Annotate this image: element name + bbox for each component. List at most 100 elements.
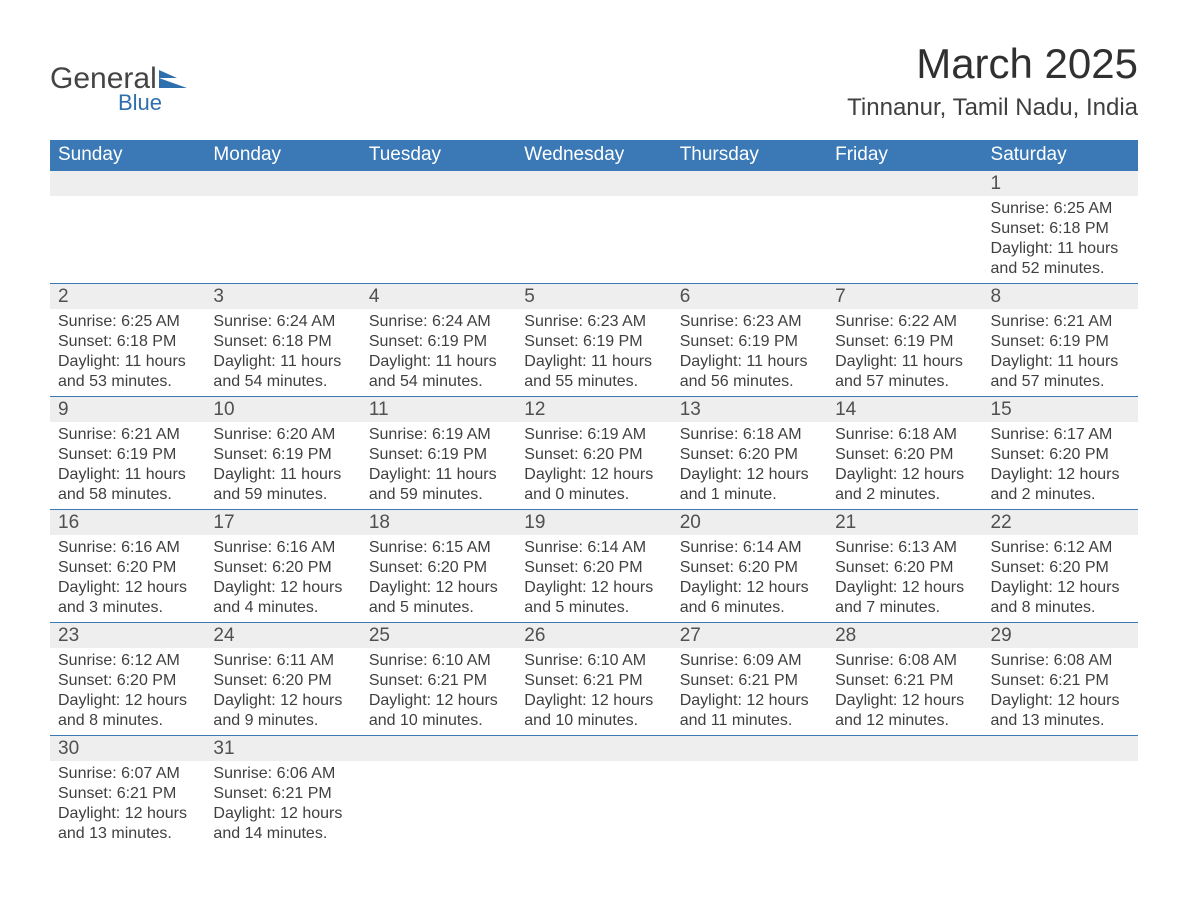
- sunrise-text: Sunrise: 6:15 AM: [369, 538, 508, 558]
- day-detail-cell: Sunrise: 6:06 AMSunset: 6:21 PMDaylight:…: [205, 761, 360, 848]
- day-detail-cell: Sunrise: 6:08 AMSunset: 6:21 PMDaylight:…: [827, 648, 982, 736]
- sunset-text: Sunset: 6:19 PM: [680, 332, 819, 352]
- day-number-cell: 28: [827, 623, 982, 649]
- day-number-cell: 29: [983, 623, 1138, 649]
- daylight-text: Daylight: 11 hours and 57 minutes.: [835, 352, 974, 392]
- daylight-text: Daylight: 12 hours and 3 minutes.: [58, 578, 197, 618]
- day-number-cell: [361, 736, 516, 762]
- sunset-text: Sunset: 6:21 PM: [213, 784, 352, 804]
- day-detail-cell: Sunrise: 6:10 AMSunset: 6:21 PMDaylight:…: [361, 648, 516, 736]
- week-daynum-row: 16171819202122: [50, 510, 1138, 536]
- day-detail-cell: Sunrise: 6:16 AMSunset: 6:20 PMDaylight:…: [205, 535, 360, 623]
- sunset-text: Sunset: 6:21 PM: [835, 671, 974, 691]
- day-number-cell: 2: [50, 284, 205, 310]
- sunset-text: Sunset: 6:18 PM: [991, 219, 1130, 239]
- day-detail-cell: Sunrise: 6:08 AMSunset: 6:21 PMDaylight:…: [983, 648, 1138, 736]
- sunset-text: Sunset: 6:20 PM: [835, 558, 974, 578]
- logo-text-blue: Blue: [118, 90, 162, 116]
- day-number-cell: 9: [50, 397, 205, 423]
- sunrise-text: Sunrise: 6:23 AM: [524, 312, 663, 332]
- day-detail-cell: Sunrise: 6:23 AMSunset: 6:19 PMDaylight:…: [516, 309, 671, 397]
- daylight-text: Daylight: 11 hours and 56 minutes.: [680, 352, 819, 392]
- daylight-text: Daylight: 12 hours and 2 minutes.: [835, 465, 974, 505]
- day-detail-cell: Sunrise: 6:09 AMSunset: 6:21 PMDaylight:…: [672, 648, 827, 736]
- day-number-cell: [672, 171, 827, 197]
- daylight-text: Daylight: 12 hours and 8 minutes.: [58, 691, 197, 731]
- day-header: Thursday: [672, 140, 827, 171]
- day-number-cell: 31: [205, 736, 360, 762]
- day-number-cell: 19: [516, 510, 671, 536]
- day-number-cell: [672, 736, 827, 762]
- day-number-cell: [827, 736, 982, 762]
- daylight-text: Daylight: 11 hours and 53 minutes.: [58, 352, 197, 392]
- sunset-text: Sunset: 6:19 PM: [524, 332, 663, 352]
- sunset-text: Sunset: 6:20 PM: [991, 445, 1130, 465]
- day-number-cell: 3: [205, 284, 360, 310]
- day-detail-cell: Sunrise: 6:14 AMSunset: 6:20 PMDaylight:…: [672, 535, 827, 623]
- daylight-text: Daylight: 12 hours and 9 minutes.: [213, 691, 352, 731]
- sunrise-text: Sunrise: 6:11 AM: [213, 651, 352, 671]
- day-header: Friday: [827, 140, 982, 171]
- sunset-text: Sunset: 6:19 PM: [369, 445, 508, 465]
- daylight-text: Daylight: 12 hours and 8 minutes.: [991, 578, 1130, 618]
- daylight-text: Daylight: 11 hours and 54 minutes.: [213, 352, 352, 392]
- daylight-text: Daylight: 12 hours and 2 minutes.: [991, 465, 1130, 505]
- day-number-cell: 26: [516, 623, 671, 649]
- day-number-cell: 8: [983, 284, 1138, 310]
- day-number-cell: 13: [672, 397, 827, 423]
- sunset-text: Sunset: 6:20 PM: [991, 558, 1130, 578]
- day-detail-cell: [516, 196, 671, 284]
- day-number-cell: [205, 171, 360, 197]
- day-number-cell: 12: [516, 397, 671, 423]
- page-header: General Blue March 2025 Tinnanur, Tamil …: [50, 40, 1138, 122]
- sunset-text: Sunset: 6:20 PM: [213, 558, 352, 578]
- day-number-cell: [516, 171, 671, 197]
- day-number-cell: [516, 736, 671, 762]
- sunrise-text: Sunrise: 6:09 AM: [680, 651, 819, 671]
- day-number-cell: 4: [361, 284, 516, 310]
- daylight-text: Daylight: 12 hours and 5 minutes.: [369, 578, 508, 618]
- day-detail-cell: Sunrise: 6:19 AMSunset: 6:20 PMDaylight:…: [516, 422, 671, 510]
- day-header: Tuesday: [361, 140, 516, 171]
- day-number-cell: 15: [983, 397, 1138, 423]
- daylight-text: Daylight: 11 hours and 52 minutes.: [991, 239, 1130, 279]
- daylight-text: Daylight: 12 hours and 13 minutes.: [58, 804, 197, 844]
- sunrise-text: Sunrise: 6:10 AM: [369, 651, 508, 671]
- sunrise-text: Sunrise: 6:08 AM: [835, 651, 974, 671]
- sunset-text: Sunset: 6:20 PM: [58, 558, 197, 578]
- day-detail-cell: [983, 761, 1138, 848]
- sunset-text: Sunset: 6:20 PM: [835, 445, 974, 465]
- sunset-text: Sunset: 6:20 PM: [524, 445, 663, 465]
- sunset-text: Sunset: 6:20 PM: [680, 558, 819, 578]
- sunrise-text: Sunrise: 6:17 AM: [991, 425, 1130, 445]
- calendar-table: SundayMondayTuesdayWednesdayThursdayFrid…: [50, 140, 1138, 848]
- sunrise-text: Sunrise: 6:19 AM: [369, 425, 508, 445]
- sunrise-text: Sunrise: 6:25 AM: [58, 312, 197, 332]
- daylight-text: Daylight: 11 hours and 59 minutes.: [369, 465, 508, 505]
- day-detail-cell: [672, 761, 827, 848]
- week-daynum-row: 23242526272829: [50, 623, 1138, 649]
- day-number-cell: 30: [50, 736, 205, 762]
- day-number-cell: 18: [361, 510, 516, 536]
- logo: General Blue: [50, 62, 193, 116]
- sunset-text: Sunset: 6:19 PM: [213, 445, 352, 465]
- title-block: March 2025 Tinnanur, Tamil Nadu, India: [847, 40, 1138, 122]
- day-detail-cell: Sunrise: 6:24 AMSunset: 6:18 PMDaylight:…: [205, 309, 360, 397]
- day-detail-cell: Sunrise: 6:19 AMSunset: 6:19 PMDaylight:…: [361, 422, 516, 510]
- sunset-text: Sunset: 6:20 PM: [58, 671, 197, 691]
- day-detail-cell: Sunrise: 6:24 AMSunset: 6:19 PMDaylight:…: [361, 309, 516, 397]
- daylight-text: Daylight: 12 hours and 14 minutes.: [213, 804, 352, 844]
- calendar-body: 1Sunrise: 6:25 AMSunset: 6:18 PMDaylight…: [50, 171, 1138, 849]
- sunset-text: Sunset: 6:18 PM: [58, 332, 197, 352]
- sunrise-text: Sunrise: 6:24 AM: [213, 312, 352, 332]
- sunset-text: Sunset: 6:21 PM: [58, 784, 197, 804]
- day-number-cell: 10: [205, 397, 360, 423]
- day-detail-cell: Sunrise: 6:22 AMSunset: 6:19 PMDaylight:…: [827, 309, 982, 397]
- day-detail-cell: [827, 761, 982, 848]
- day-number-cell: 27: [672, 623, 827, 649]
- day-detail-cell: Sunrise: 6:14 AMSunset: 6:20 PMDaylight:…: [516, 535, 671, 623]
- daylight-text: Daylight: 11 hours and 58 minutes.: [58, 465, 197, 505]
- day-number-cell: [361, 171, 516, 197]
- day-number-cell: 23: [50, 623, 205, 649]
- sunrise-text: Sunrise: 6:18 AM: [835, 425, 974, 445]
